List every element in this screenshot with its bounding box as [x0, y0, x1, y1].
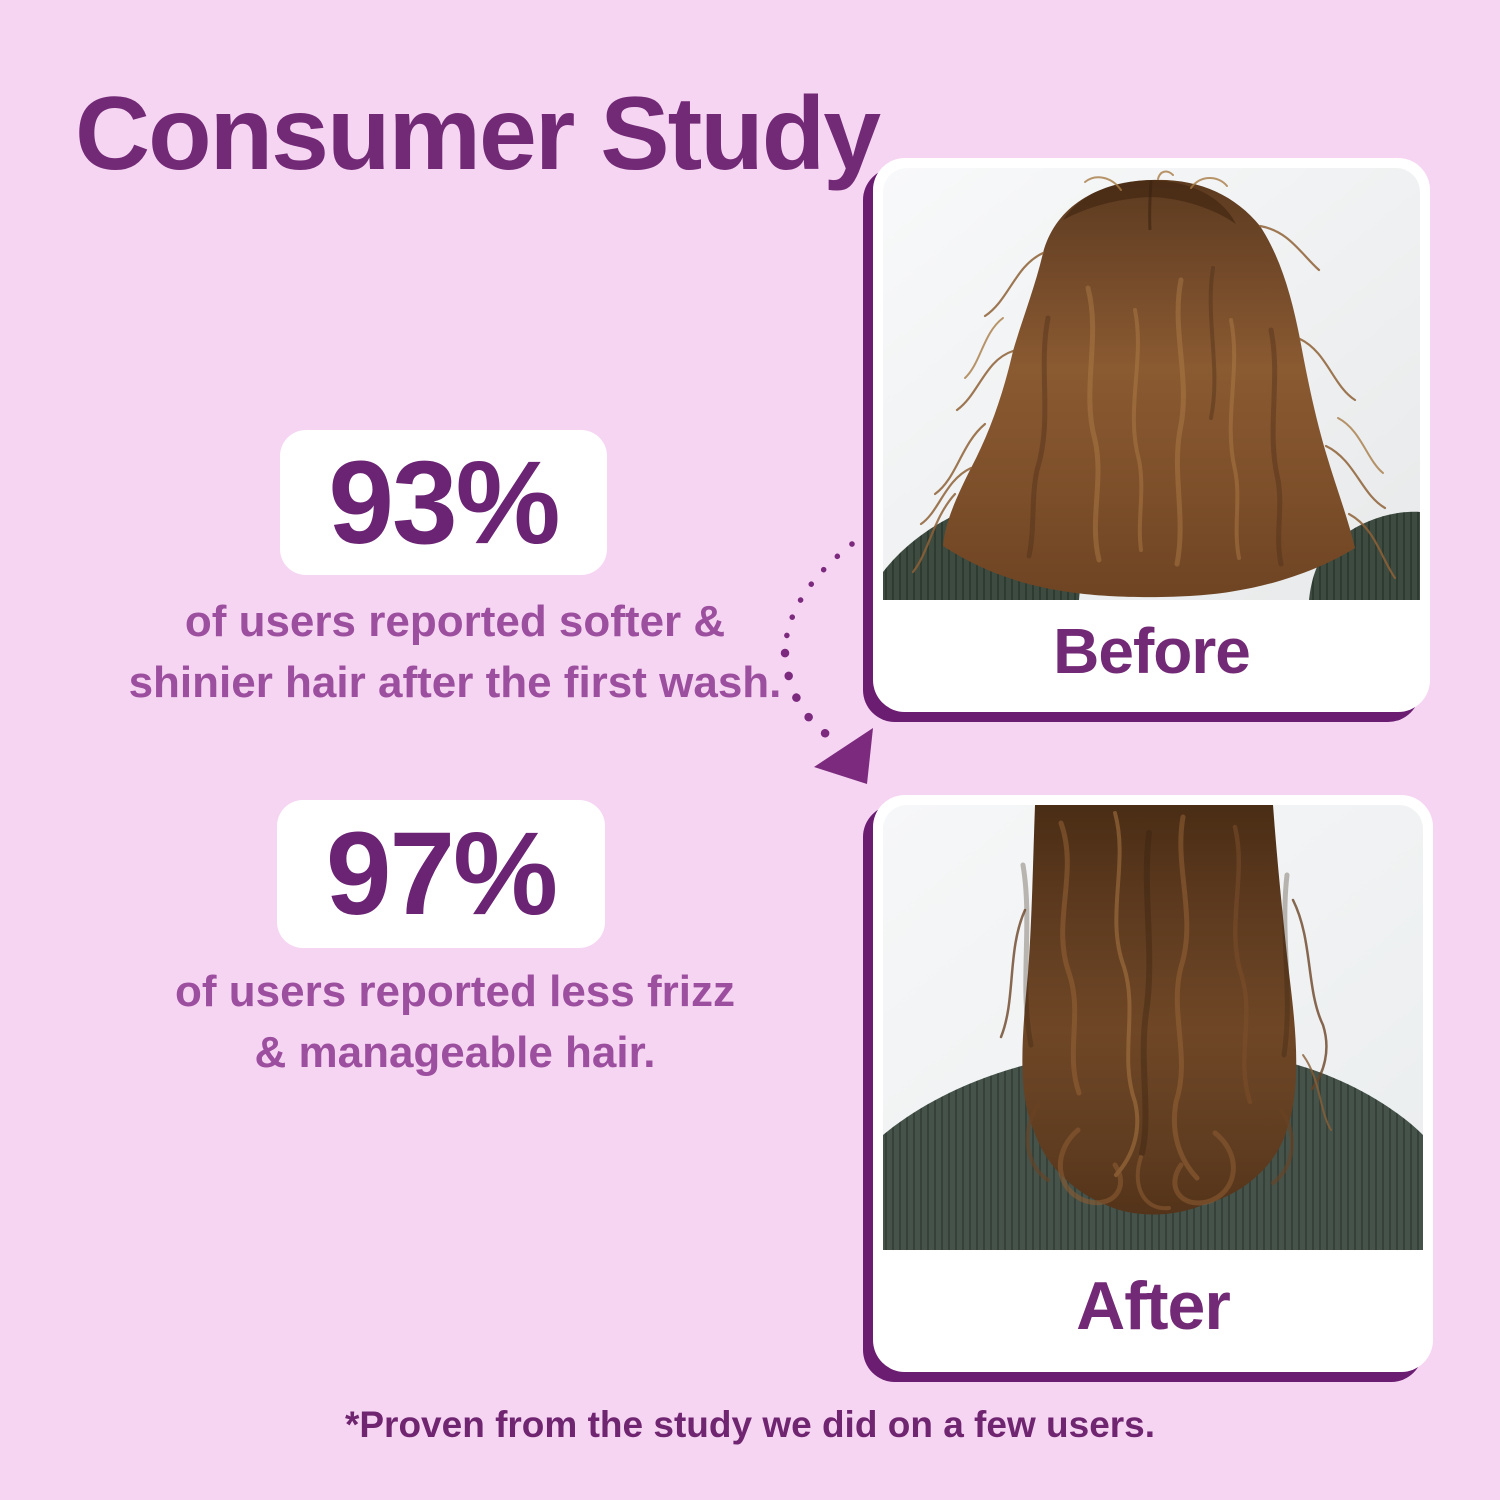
- after-photo: [883, 805, 1423, 1250]
- stat-value-93: 93%: [328, 436, 560, 569]
- footnote: *Proven from the study we did on a few u…: [344, 1404, 1156, 1445]
- after-card: After: [873, 795, 1433, 1372]
- page-title: Consumer Study: [75, 76, 881, 192]
- before-photo: [883, 168, 1420, 600]
- stat-description-93: of users reported softer & shinier hair …: [0, 592, 910, 713]
- stat-value-97: 97%: [325, 808, 558, 940]
- after-label: After: [1076, 1268, 1231, 1344]
- stat-card-93: 93%: [280, 430, 607, 575]
- stat-description-97: of users reported less frizz & manageabl…: [0, 962, 910, 1083]
- stat-93-line2: shinier hair after the first wash.: [128, 657, 782, 707]
- stat-97-line1: of users reported less frizz: [175, 967, 735, 1016]
- before-card: Before: [873, 158, 1430, 712]
- dotted-arrow-icon: [770, 518, 890, 803]
- stat-93-line1: of users reported softer &: [184, 597, 726, 646]
- before-label: Before: [1053, 615, 1251, 687]
- stat-card-97: 97%: [277, 800, 605, 948]
- stat-97-line2: & manageable hair.: [254, 1027, 656, 1077]
